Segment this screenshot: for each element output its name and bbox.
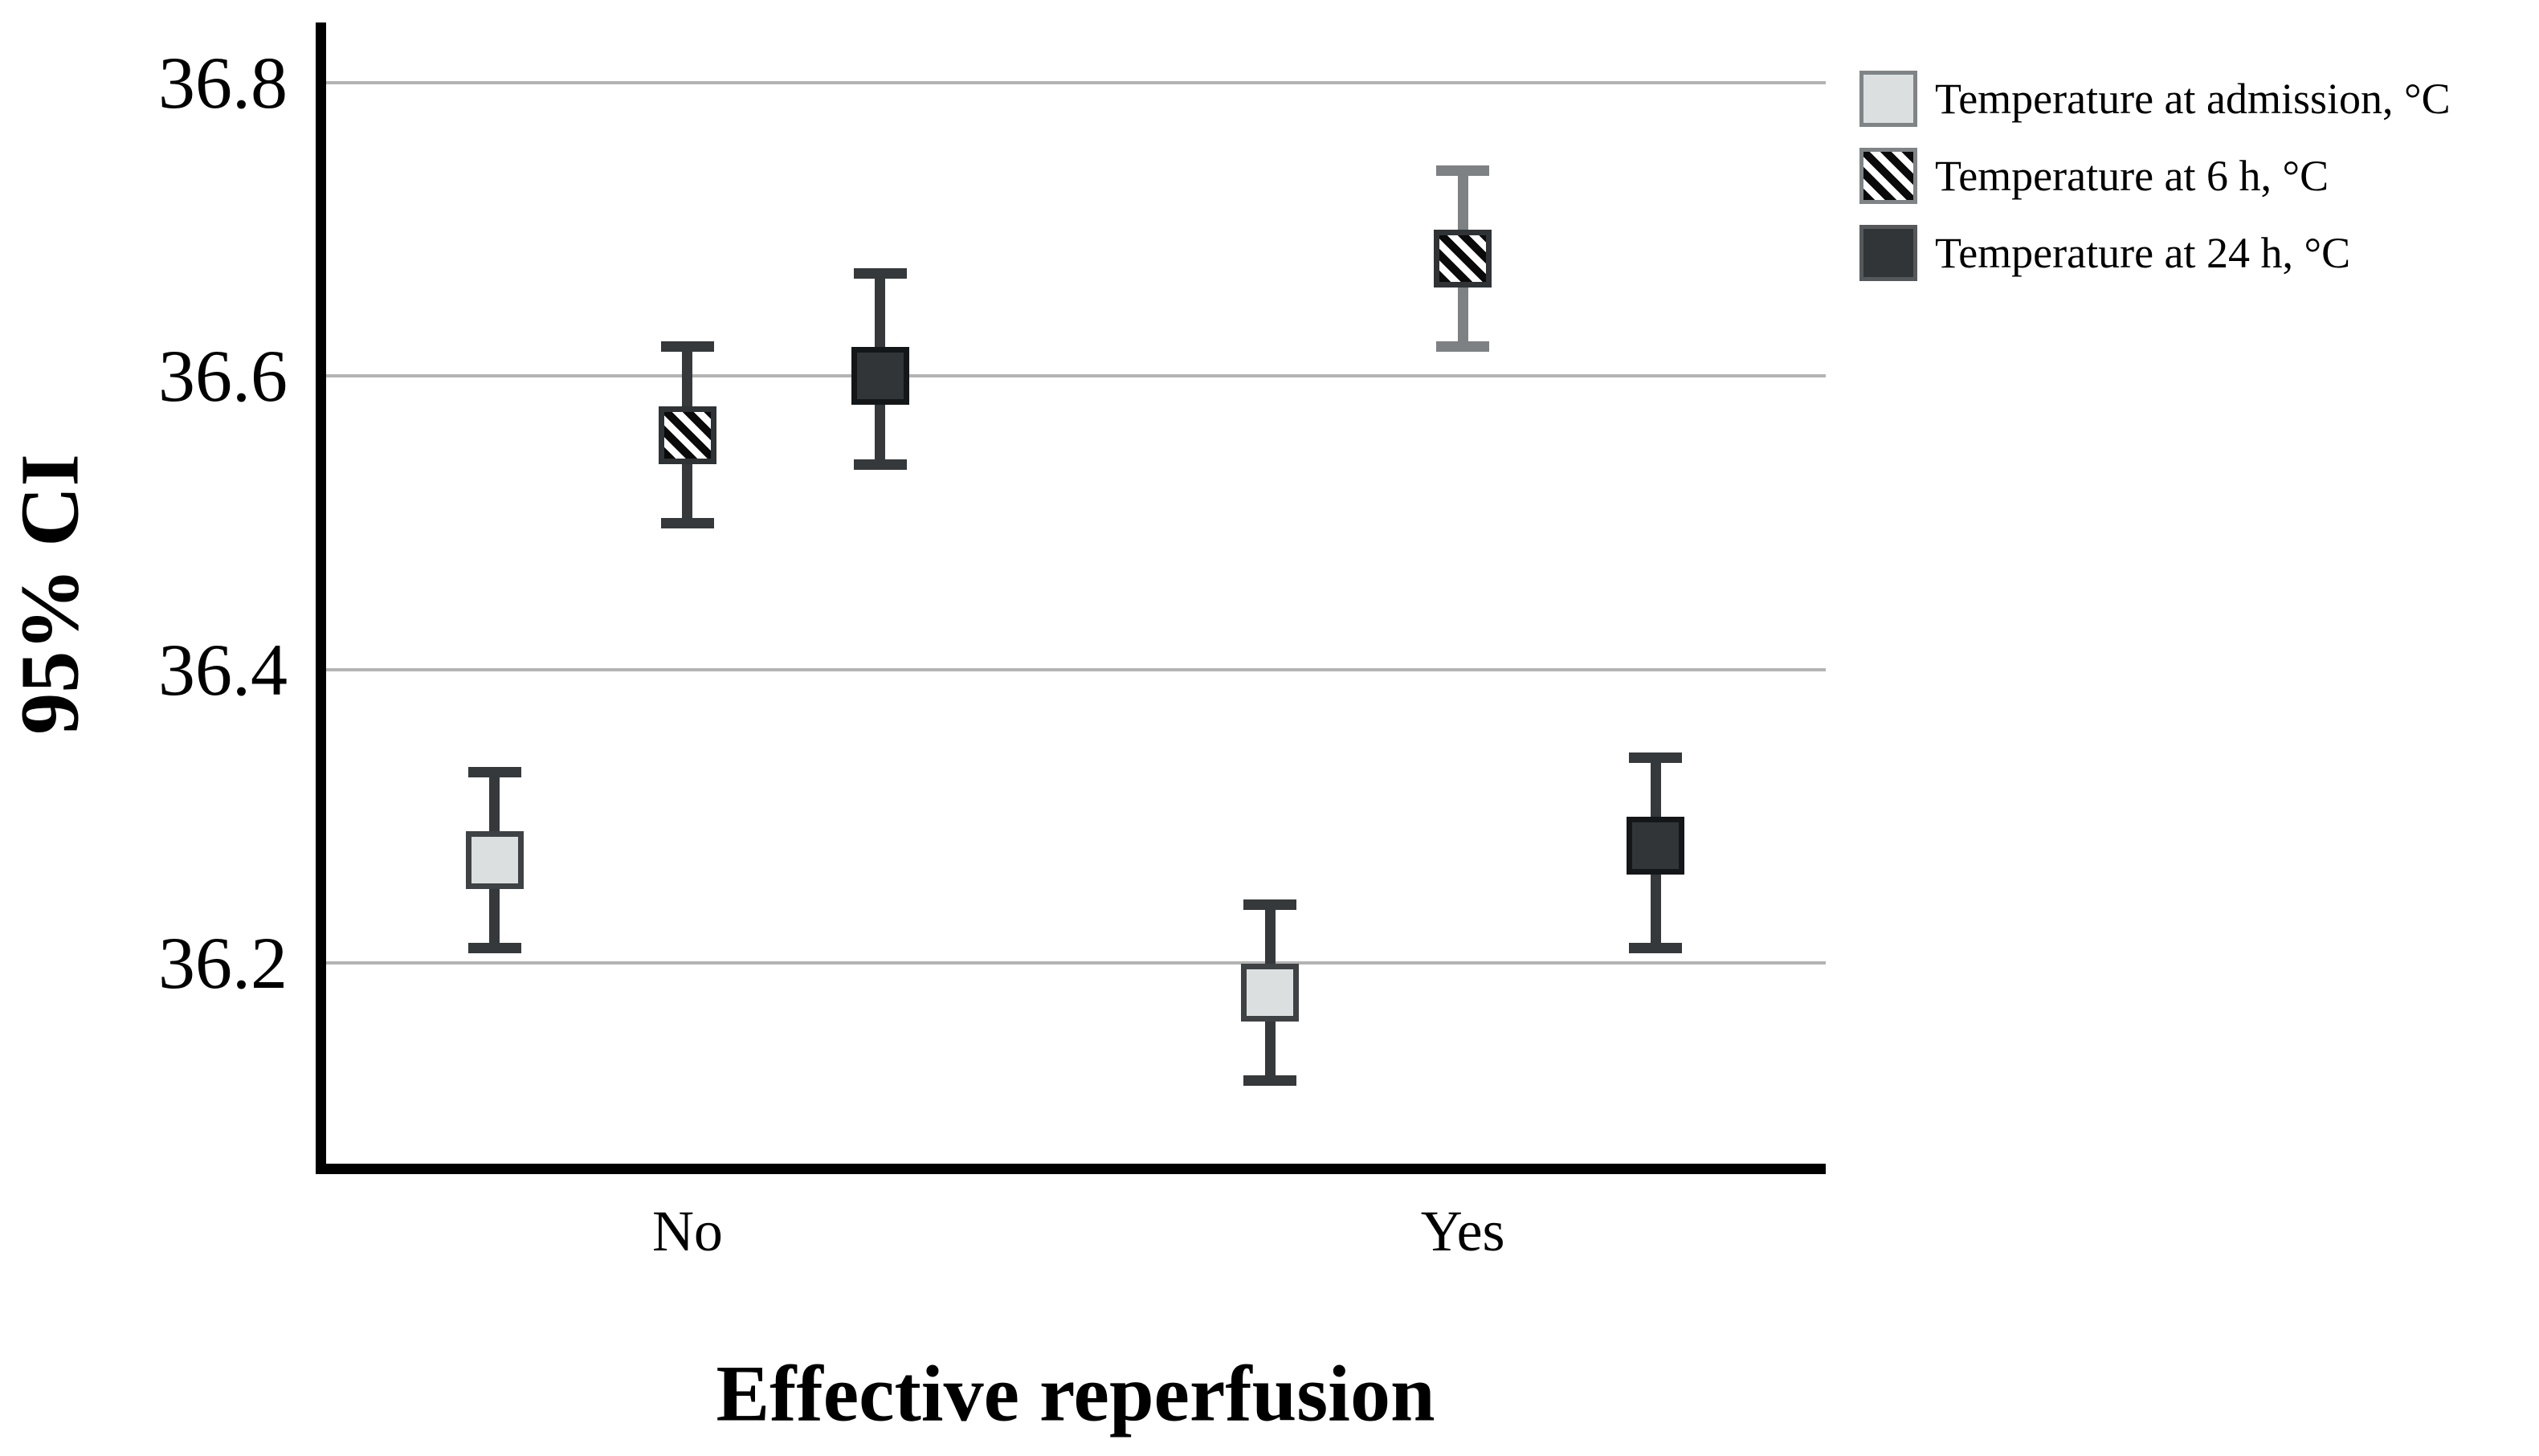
errorbar-cap-bottom-no-admission (467, 943, 521, 954)
legend-swatch-hatched-icon (1859, 148, 1917, 204)
errorbar-cap-top-yes-admission (1243, 899, 1297, 910)
gridline-36.6 (326, 374, 1826, 378)
errorbar-cap-bottom-no-24h (853, 459, 907, 470)
gridline-36.2 (326, 961, 1826, 965)
legend-label: Temperature at 24 h, °C (1935, 229, 2351, 277)
x-tick-no: No (651, 1199, 723, 1263)
marker-no-24h-box (851, 347, 909, 406)
errorbar-cap-top-no-24h (853, 268, 907, 279)
gridline-36.8 (326, 81, 1826, 85)
marker-no-6h-box (658, 406, 716, 464)
marker-yes-24h-box (1627, 817, 1685, 875)
errorbar-cap-bottom-yes-admission (1243, 1075, 1297, 1086)
legend-item-dark: Temperature at 24 h, °C (1859, 225, 2451, 281)
y-tick-36.2: 36.2 (158, 922, 288, 1005)
marker-yes-6h-box (1434, 230, 1492, 288)
x-tick-yes: Yes (1420, 1199, 1505, 1263)
errorbar-cap-bottom-no-6h (660, 517, 714, 528)
y-tick-36.8: 36.8 (158, 42, 288, 124)
y-axis-line (316, 22, 326, 1174)
y-tick-36.6: 36.6 (158, 335, 288, 418)
legend-label: Temperature at admission, °C (1935, 75, 2451, 123)
errorbar-cap-top-yes-6h (1436, 165, 1490, 177)
errorbar-cap-top-yes-24h (1629, 752, 1683, 763)
legend-swatch-light-icon (1859, 71, 1917, 127)
errorbar-cap-bottom-yes-24h (1629, 943, 1683, 954)
errorbar-cap-bottom-yes-6h (1436, 341, 1490, 353)
legend-item-light: Temperature at admission, °C (1859, 71, 2451, 127)
y-tick-36.4: 36.4 (158, 628, 288, 711)
gridline-36.4 (326, 667, 1826, 671)
legend-swatch-dark-icon (1859, 225, 1917, 281)
marker-no-admission-box (465, 831, 524, 890)
errorbar-cap-top-no-6h (660, 341, 714, 353)
legend-label: Temperature at 6 h, °C (1935, 152, 2329, 200)
x-axis-line (316, 1164, 1826, 1174)
marker-yes-admission-box (1241, 963, 1300, 1022)
legend: Temperature at admission, °C Temperature … (1859, 71, 2451, 281)
legend-item-hatched: Temperature at 6 h, °C (1859, 148, 2451, 204)
x-axis-title: Effective reperfusion (716, 1348, 1435, 1438)
errorbar-cap-top-no-admission (467, 767, 521, 778)
